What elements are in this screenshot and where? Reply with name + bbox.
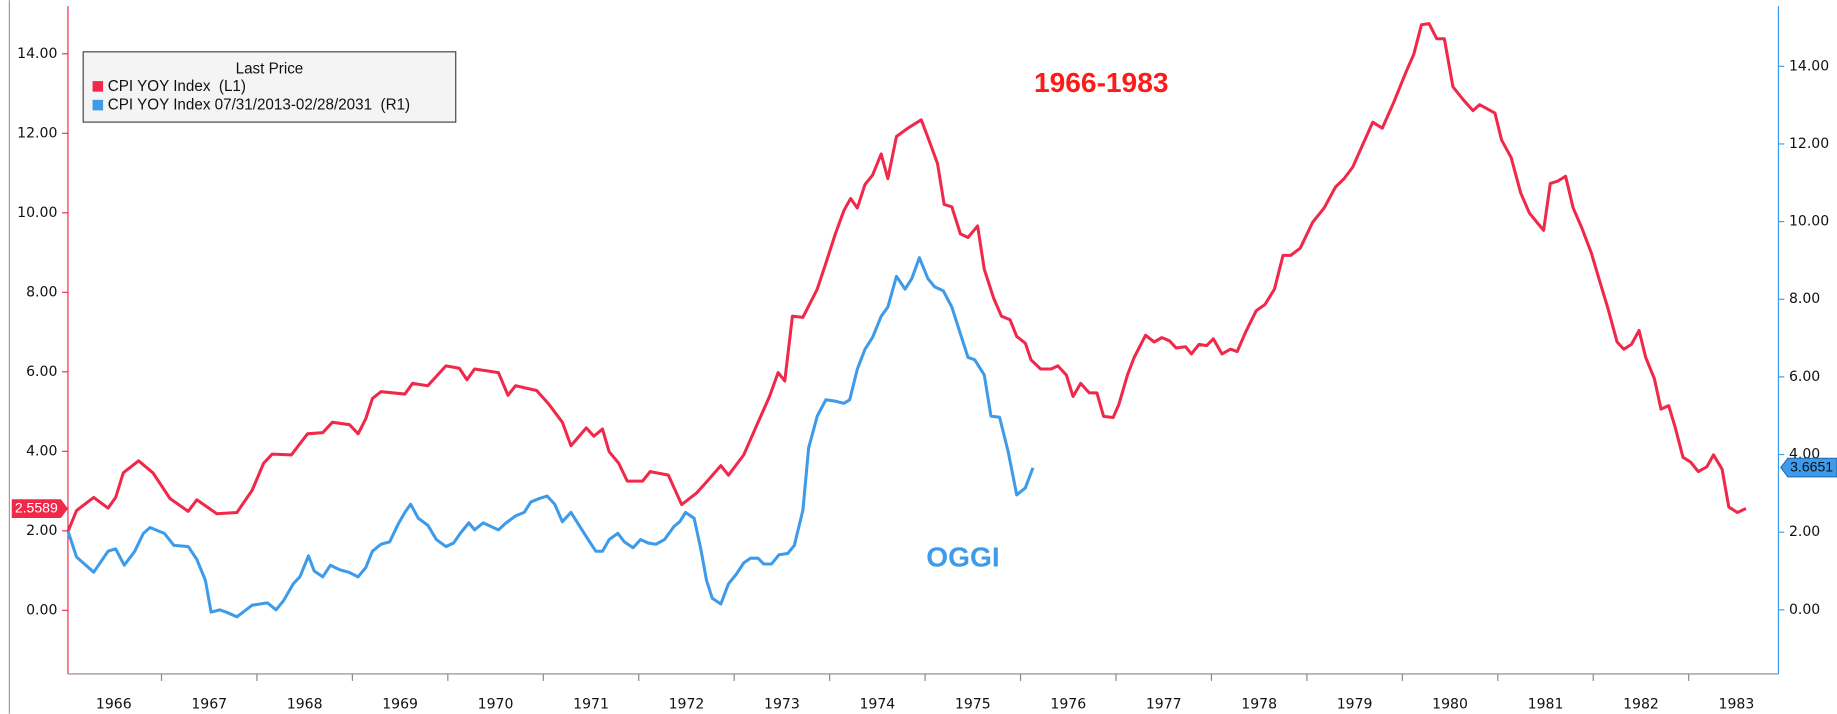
y-tick-label: 2.00: [26, 523, 57, 539]
x-tick-label: 1974: [859, 696, 895, 712]
legend-label: CPI YOY Index (L1): [108, 78, 246, 95]
y2-tick-label: 2.00: [1789, 524, 1820, 540]
y2-tick-label: 6.00: [1789, 369, 1820, 385]
x-tick-label: 1972: [669, 696, 705, 712]
x-tick-label: 1967: [191, 696, 227, 712]
y2-tick-label: 10.00: [1789, 214, 1829, 230]
last-price-flag: 3.6651: [1780, 457, 1837, 478]
x-tick-label: 1971: [573, 696, 609, 712]
x-tick-label: 1981: [1528, 696, 1564, 712]
legend-swatch: [92, 99, 104, 111]
y-tick-label: 4.00: [26, 443, 57, 459]
x-tick-label: 1978: [1241, 696, 1277, 712]
y-tick-label: 8.00: [26, 284, 57, 300]
y-tick-label: 10.00: [17, 205, 57, 221]
y-tick-label: 12.00: [17, 125, 57, 141]
x-tick-label: 1983: [1719, 696, 1755, 712]
y-tick-label: 6.00: [26, 364, 57, 380]
last-price-label: 2.5589: [15, 499, 58, 515]
x-tick-label: 1976: [1050, 696, 1086, 712]
series-line: [66, 256, 1035, 619]
legend-swatch: [92, 81, 104, 92]
x-tick-label: 1982: [1623, 696, 1659, 712]
last-price-box: [1780, 457, 1837, 478]
legend: Last Price CPI YOY Index (L1) CPI YOY In…: [82, 51, 457, 123]
y2-tick-label: 14.00: [1789, 58, 1829, 74]
annotation: OGGI: [926, 542, 999, 573]
legend-title: Last Price: [236, 60, 304, 77]
y-tick-label: 0.00: [26, 602, 57, 618]
last-price-flag: 2.5589: [11, 499, 68, 518]
x-tick-label: 1977: [1146, 696, 1182, 712]
annotation: 1966-1983: [1034, 67, 1168, 98]
last-price-box: [11, 499, 68, 518]
x-tick-label: 1979: [1337, 696, 1373, 712]
x-tick-label: 1975: [955, 696, 991, 712]
x-tick-label: 1970: [478, 696, 514, 712]
series-line: [66, 22, 1747, 533]
legend-box: [82, 51, 457, 123]
x-tick-label: 1973: [764, 696, 800, 712]
legend-label: CPI YOY Index 07/31/2013-02/28/2031 (R1): [108, 97, 410, 114]
y2-tick-label: 0.00: [1789, 602, 1820, 618]
y2-tick-label: 12.00: [1789, 136, 1829, 152]
last-price-label: 3.6651: [1790, 458, 1833, 474]
x-tick-label: 1980: [1432, 696, 1468, 712]
x-tick-label: 1966: [96, 696, 132, 712]
x-tick-label: 1968: [287, 696, 323, 712]
y2-tick-label: 8.00: [1789, 291, 1820, 307]
x-tick-label: 1969: [382, 696, 418, 712]
y-tick-label: 14.00: [17, 46, 57, 62]
